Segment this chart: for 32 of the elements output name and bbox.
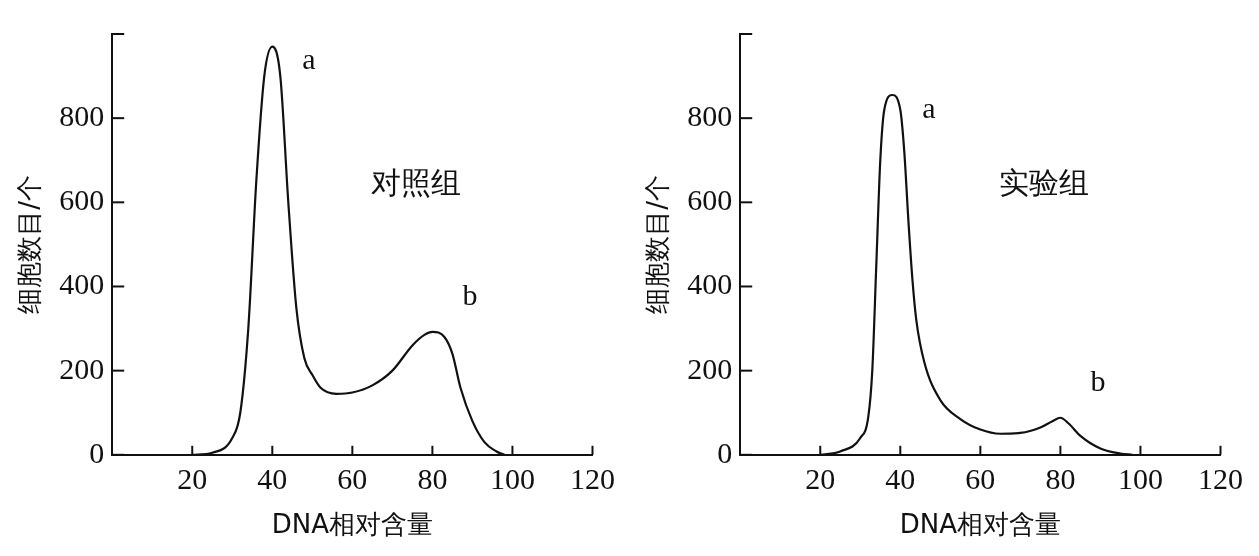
x-tick-label: 120 — [570, 461, 615, 495]
x-tick-label: 20 — [805, 461, 836, 495]
y-tick-label: 0 — [717, 435, 733, 469]
y-tick-label: 400 — [687, 267, 733, 301]
y-tick-label: 0 — [89, 435, 105, 469]
y-tick-label: 800 — [687, 99, 733, 133]
y-tick-label: 200 — [687, 351, 733, 385]
annotation: b — [1090, 363, 1106, 397]
x-tick-label: 60 — [965, 461, 996, 495]
annotation: a — [922, 90, 936, 124]
annotation: b — [462, 277, 478, 311]
x-tick-label: 60 — [337, 461, 368, 495]
y-tick-label: 400 — [59, 267, 105, 301]
y-axis-title: 细胞数目/个 — [642, 175, 673, 314]
x-tick-label: 100 — [1117, 461, 1163, 495]
y-tick-label: 800 — [59, 99, 105, 133]
y-tick-label: 200 — [59, 351, 105, 385]
x-tick-label: 80 — [1045, 461, 1076, 495]
x-tick-label: 20 — [177, 461, 208, 495]
x-tick-label: 40 — [257, 461, 288, 495]
x-tick-label: 100 — [489, 461, 535, 495]
y-tick-label: 600 — [687, 183, 733, 217]
annotation: 实验组 — [999, 165, 1090, 201]
x-axis-title: DNA相对含量 — [271, 509, 433, 540]
annotation: a — [302, 42, 316, 76]
x-tick-label: 40 — [885, 461, 916, 495]
y-tick-label: 600 — [59, 183, 105, 217]
x-tick-label: 80 — [417, 461, 448, 495]
y-axis-title: 细胞数目/个 — [14, 175, 45, 314]
x-tick-label: 120 — [1198, 461, 1243, 495]
annotation: 对照组 — [371, 165, 462, 201]
x-axis-title: DNA相对含量 — [899, 509, 1061, 540]
